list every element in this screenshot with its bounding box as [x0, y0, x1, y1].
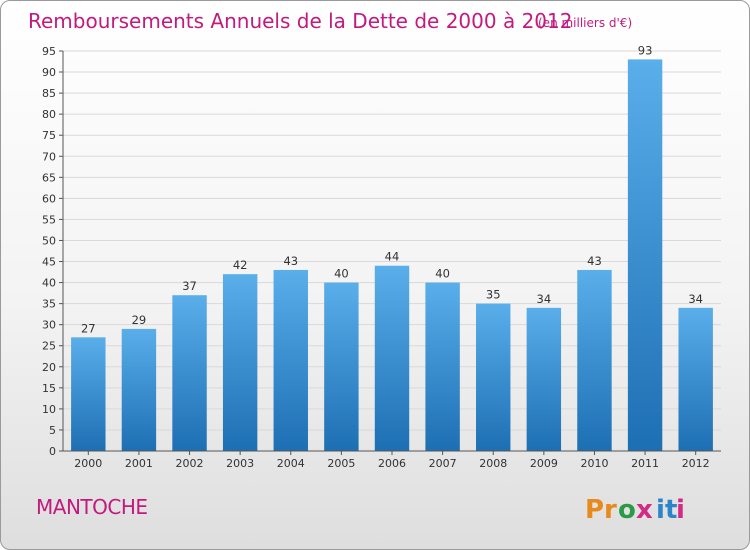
y-tick-label: 20: [42, 361, 56, 374]
bar-2004: [273, 269, 308, 451]
x-tick-label-2011: 2011: [631, 457, 659, 470]
value-label-2012: 34: [688, 292, 703, 306]
y-tick-label: 65: [42, 171, 56, 184]
bar-2000: [71, 337, 106, 451]
commune-name: MANTOCHE: [36, 495, 148, 519]
value-label-2002: 37: [182, 279, 197, 293]
chart-title: Remboursements Annuels de la Dette de 20…: [28, 9, 573, 33]
x-tick-label-2012: 2012: [682, 457, 710, 470]
x-tick-label-2003: 2003: [226, 457, 254, 470]
logo-letter: P: [585, 495, 604, 525]
value-label-2011: 93: [638, 43, 653, 57]
bar-2002: [172, 295, 207, 451]
x-tick-label-2005: 2005: [327, 457, 355, 470]
y-tick-label: 45: [42, 256, 56, 269]
value-label-2007: 40: [435, 267, 450, 281]
y-tick-label: 95: [42, 45, 56, 58]
x-tick-label-2008: 2008: [479, 457, 507, 470]
y-tick-label: 55: [42, 213, 56, 226]
bar-2001: [121, 328, 157, 451]
y-tick-label: 90: [42, 66, 56, 79]
value-label-2009: 34: [537, 292, 552, 306]
value-label-2006: 44: [385, 250, 400, 264]
y-tick-label: 10: [42, 403, 56, 416]
bar-2010: [577, 269, 612, 451]
logo-letter: o: [618, 495, 636, 525]
y-tick-label: 15: [42, 382, 56, 395]
y-tick-label: 50: [42, 234, 56, 247]
y-tick-label: 40: [42, 277, 56, 290]
x-tick-label-2009: 2009: [530, 457, 558, 470]
x-tick-label-2002: 2002: [176, 457, 204, 470]
y-tick-label: 0: [49, 445, 56, 458]
logo-letter: x: [636, 495, 653, 525]
logo-letter: t: [665, 495, 677, 525]
value-label-2005: 40: [334, 267, 349, 281]
x-tick-label-2000: 2000: [74, 457, 102, 470]
bar-2009: [526, 307, 562, 451]
x-tick-label-2007: 2007: [429, 457, 457, 470]
y-tick-label: 60: [42, 192, 56, 205]
x-tick-label-2010: 2010: [580, 457, 608, 470]
value-label-2008: 35: [486, 288, 501, 302]
value-label-2001: 29: [132, 313, 147, 327]
y-tick-label: 25: [42, 340, 56, 353]
bar-2006: [374, 265, 410, 451]
bar-2005: [324, 282, 359, 451]
value-label-2000: 27: [81, 321, 96, 335]
chart-subtitle: (en milliers d'€): [538, 16, 633, 30]
y-tick-label: 75: [42, 129, 56, 142]
logo-letter: i: [656, 495, 665, 525]
value-label-2003: 42: [233, 258, 248, 272]
bar-2007: [425, 282, 460, 451]
y-tick-label: 5: [49, 424, 56, 437]
x-tick-label-2004: 2004: [277, 457, 305, 470]
y-tick-label: 85: [42, 87, 56, 100]
y-tick-label: 80: [42, 108, 56, 121]
bar-2003: [222, 274, 258, 451]
value-label-2010: 43: [587, 254, 602, 268]
logo-letter: i: [676, 495, 685, 525]
y-tick-label: 70: [42, 150, 56, 163]
value-label-2004: 43: [283, 254, 298, 268]
bar-2012: [678, 307, 713, 451]
y-tick-label: 35: [42, 298, 56, 311]
bar-2008: [476, 303, 511, 451]
logo-letter: r: [604, 495, 617, 525]
x-tick-label-2001: 2001: [125, 457, 153, 470]
x-tick-label-2006: 2006: [378, 457, 406, 470]
bar-2011: [627, 59, 663, 451]
y-tick-label: 30: [42, 319, 56, 332]
